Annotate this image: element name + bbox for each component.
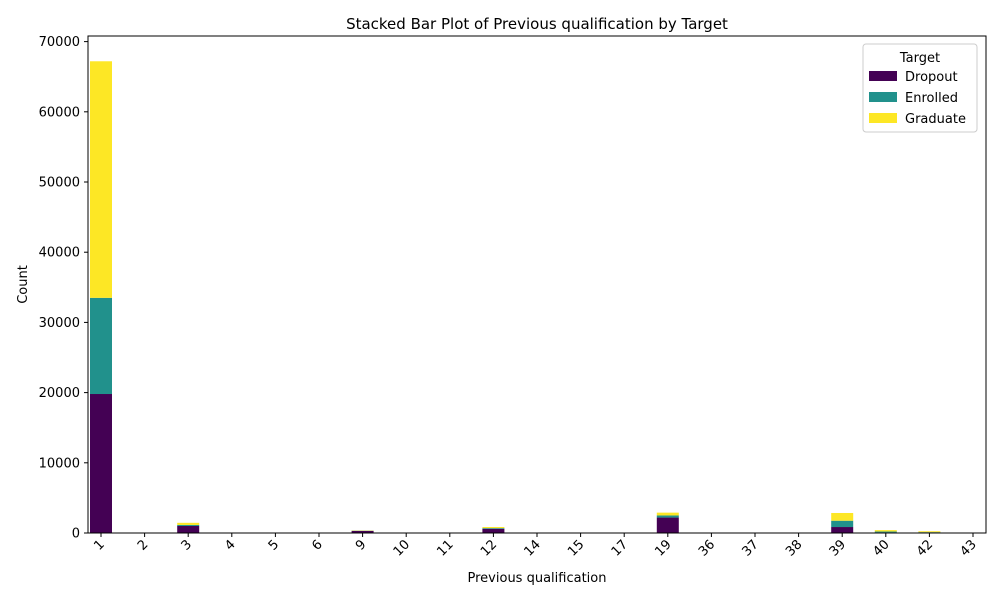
x-tick-label: 17 <box>609 537 631 559</box>
y-tick-label: 60000 <box>39 105 80 120</box>
y-axis-label: Count <box>16 265 31 304</box>
x-tick-label: 39 <box>827 537 849 559</box>
x-tick-label: 11 <box>434 537 456 559</box>
y-tick-label: 40000 <box>39 246 80 261</box>
bar-graduate-42 <box>918 531 941 533</box>
legend-frame <box>862 43 978 133</box>
bars-group <box>90 61 984 533</box>
bar-dropout-19 <box>656 517 679 533</box>
plot-frame <box>87 35 987 534</box>
legend-label-dropout: Dropout <box>905 70 958 85</box>
legend-title: Target <box>899 51 940 66</box>
bar-enrolled-3 <box>177 524 200 526</box>
y-tick-label: 10000 <box>39 456 80 471</box>
y-tick-label: 50000 <box>39 176 80 191</box>
x-tick-label: 10 <box>391 537 413 559</box>
bar-graduate-1 <box>90 61 112 298</box>
legend-swatch-enrolled <box>869 92 897 102</box>
x-tick-label: 19 <box>652 537 674 559</box>
x-tick-label: 3 <box>179 537 195 553</box>
y-tick-label: 70000 <box>39 35 80 50</box>
x-tick-label: 4 <box>222 537 238 553</box>
x-tick-label: 37 <box>740 537 762 559</box>
x-axis-label: Previous qualification <box>468 571 607 586</box>
bar-dropout-9 <box>351 530 374 533</box>
bar-enrolled-39 <box>831 520 854 528</box>
x-tick-label: 42 <box>914 537 936 559</box>
x-axis: 1 2 3 4 5 6 9 10 11 12 14 15 17 19 36 37 38 39 40 42 43 <box>91 533 980 560</box>
legend: Target Dropout Enrolled Graduate <box>862 43 978 133</box>
bar-enrolled-12 <box>482 528 505 529</box>
legend-label-enrolled: Enrolled <box>905 91 958 106</box>
x-tick-label: 6 <box>309 537 325 553</box>
x-tick-label: 5 <box>266 537 282 553</box>
legend-label-graduate: Graduate <box>905 112 966 127</box>
y-tick-label: 20000 <box>39 386 80 401</box>
bar-enrolled-19 <box>656 515 679 518</box>
x-tick-label: 15 <box>565 537 587 559</box>
y-axis: 0 10000 20000 30000 40000 50000 60000 70000 <box>39 35 88 542</box>
bar-graduate-12 <box>482 527 505 529</box>
x-tick-label: 36 <box>696 537 718 559</box>
x-tick-label: 2 <box>135 537 151 553</box>
legend-swatch-dropout <box>869 71 897 81</box>
bar-dropout-12 <box>482 528 505 533</box>
bar-dropout-3 <box>177 525 200 533</box>
x-tick-label: 12 <box>478 537 500 559</box>
y-tick-label: 30000 <box>39 316 80 331</box>
bar-graduate-19 <box>656 512 679 516</box>
x-tick-label: 1 <box>91 537 107 553</box>
bar-dropout-39 <box>831 527 854 533</box>
bar-graduate-40 <box>874 530 897 532</box>
bar-dropout-1 <box>90 394 112 533</box>
bar-enrolled-1 <box>90 297 112 395</box>
x-tick-label: 9 <box>353 537 369 553</box>
bar-enrolled-40 <box>874 531 897 533</box>
x-tick-label: 43 <box>958 537 980 559</box>
x-tick-label: 40 <box>870 537 892 559</box>
x-tick-label: 38 <box>783 537 805 559</box>
x-tick-label: 14 <box>522 537 544 559</box>
y-tick-label: 0 <box>72 527 80 542</box>
bar-graduate-3 <box>177 522 200 525</box>
bar-graduate-39 <box>831 512 854 521</box>
chart-title: Stacked Bar Plot of Previous qualificati… <box>346 15 728 33</box>
legend-swatch-graduate <box>869 113 897 123</box>
